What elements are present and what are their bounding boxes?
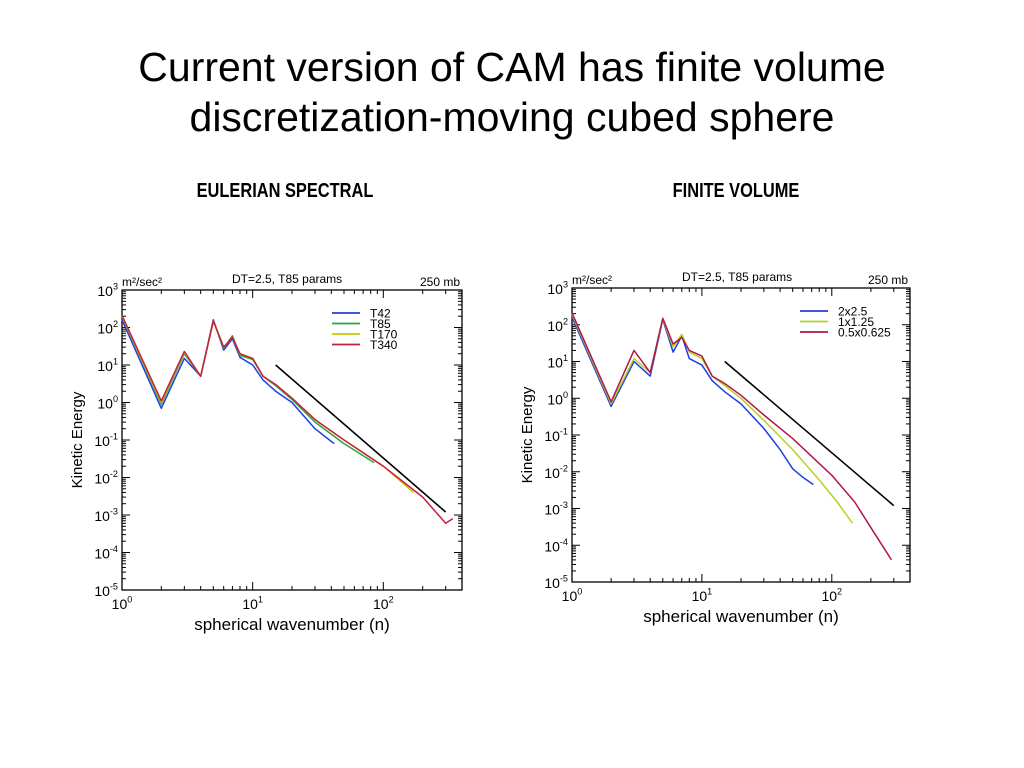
eulerian-y-tick-label-5: 10-2 xyxy=(94,469,118,486)
eulerian-unit-label: m²/sec² xyxy=(122,275,162,289)
finite-volume-unit-label: m²/sec² xyxy=(572,273,612,287)
eulerian-plot xyxy=(121,289,463,591)
finite-volume-legend-label-0: 2x2.5 xyxy=(838,305,868,319)
finite-volume-chart-title: DT=2.5, T85 params xyxy=(682,270,792,284)
eulerian-plot-frame xyxy=(121,289,463,591)
finite-volume-y-tick-label-6: 10-3 xyxy=(544,500,568,517)
finite-volume-y-tick-label-0: 103 xyxy=(547,280,568,297)
finite-volume-plot xyxy=(571,287,911,583)
eulerian-y-tick-label-0: 103 xyxy=(97,282,118,299)
eulerian-x-tick-label-0: 100 xyxy=(112,595,133,612)
finite-volume-level-label: 250 mb xyxy=(868,273,908,287)
eulerian-series-line-t42 xyxy=(121,319,335,445)
finite-volume-reference-slope-line xyxy=(724,360,895,507)
eulerian-legend-label-1: T85 xyxy=(370,317,391,331)
finite-volume-series-line-2x2-5 xyxy=(571,316,814,486)
eulerian-spectral-chart: 100 101 102 103 102 101 100 10-1 10-2 10-3 10-4 10-… xyxy=(69,270,911,634)
finite-volume-y-tick-label-4: 10-1 xyxy=(544,427,568,444)
finite-volume-y-tick-label-1: 102 xyxy=(547,316,568,333)
finite-volume-legend-label-2: 0.5x0.625 xyxy=(838,326,891,340)
eulerian-legend-label-3: T340 xyxy=(370,338,398,352)
eulerian-y-tick-label-1: 102 xyxy=(97,319,118,336)
eulerian-legend-label-0: T42 xyxy=(370,307,391,321)
finite-volume-x-tick-label-1: 101 xyxy=(692,587,713,604)
finite-volume-x-tick-label-2: 102 xyxy=(821,587,842,604)
slide-title-line-2: discretization-moving cubed sphere xyxy=(189,94,835,140)
finite-volume-series-line-1x1-25 xyxy=(571,314,854,524)
eulerian-y-tick-label-6: 10-3 xyxy=(94,507,118,524)
eulerian-level-label: 250 mb xyxy=(420,275,460,289)
eulerian-y-tick-label-2: 101 xyxy=(97,357,118,374)
finite-volume-legend-label-1: 1x1.25 xyxy=(838,315,874,329)
eulerian-legend-label-2: T170 xyxy=(370,328,398,342)
left-chart-heading: EULERIAN SPECTRAL xyxy=(196,180,374,202)
eulerian-series-line-t85 xyxy=(121,315,375,464)
finite-volume-y-axis-title: Kinetic Energy xyxy=(519,386,536,483)
eulerian-series-line-t340 xyxy=(121,315,454,525)
finite-volume-x-tick-label-0: 100 xyxy=(562,587,583,604)
slide-title-line-1: Current version of CAM has finite volume xyxy=(138,44,886,90)
eulerian-reference-slope-line xyxy=(275,364,447,513)
eulerian-x-tick-label-2: 102 xyxy=(373,595,394,612)
slide-title: Current version of CAM has finite volume… xyxy=(0,42,1024,142)
eulerian-y-tick-label-3: 100 xyxy=(97,394,118,411)
finite-volume-y-tick-label-7: 10-4 xyxy=(544,537,568,554)
finite-volume-x-axis-title: spherical wavenumber (n) xyxy=(643,607,839,626)
finite-volume-y-tick-label-3: 100 xyxy=(547,390,568,407)
eulerian-x-tick-label-1: 101 xyxy=(242,595,263,612)
eulerian-y-tick-label-8: 10-5 xyxy=(94,582,118,599)
finite-volume-y-tick-label-8: 10-5 xyxy=(544,574,568,591)
finite-volume-y-tick-label-5: 10-2 xyxy=(544,463,568,480)
right-chart-heading: FINITE VOLUME xyxy=(672,180,800,202)
eulerian-y-axis-title: Kinetic Energy xyxy=(69,391,86,488)
eulerian-y-tick-label-7: 10-4 xyxy=(94,544,118,561)
finite-volume-y-tick-label-2: 101 xyxy=(547,353,568,370)
eulerian-chart-title: DT=2.5, T85 params xyxy=(232,272,342,286)
eulerian-x-axis-title: spherical wavenumber (n) xyxy=(194,615,390,634)
finite-volume-series-line-0-5x0-625 xyxy=(571,312,893,561)
eulerian-y-tick-label-4: 10-1 xyxy=(94,432,118,449)
